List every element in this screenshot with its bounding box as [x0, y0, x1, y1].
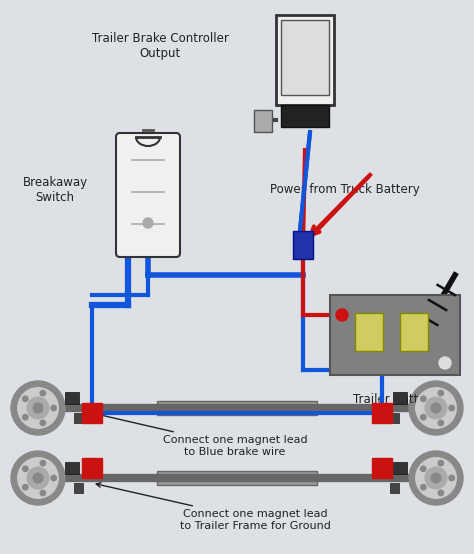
Bar: [393, 392, 407, 404]
Circle shape: [11, 381, 65, 435]
Circle shape: [439, 357, 451, 369]
Text: Breakaway
Switch: Breakaway Switch: [22, 176, 88, 204]
Circle shape: [40, 490, 46, 496]
Text: Connect one magnet lead
to Blue brake wire: Connect one magnet lead to Blue brake wi…: [96, 413, 307, 457]
Circle shape: [416, 388, 456, 428]
Bar: [157, 471, 317, 485]
Bar: [400, 313, 428, 351]
Bar: [82, 458, 102, 478]
Bar: [276, 15, 334, 105]
Circle shape: [23, 396, 28, 402]
Bar: [393, 462, 407, 474]
FancyBboxPatch shape: [116, 133, 180, 257]
Circle shape: [449, 406, 455, 411]
Circle shape: [409, 451, 463, 505]
Circle shape: [11, 451, 65, 505]
Circle shape: [438, 391, 444, 396]
Text: Connect one magnet lead
to Trailer Frame for Ground: Connect one magnet lead to Trailer Frame…: [96, 483, 330, 531]
Circle shape: [425, 467, 447, 489]
Text: Power from Truck Battery: Power from Truck Battery: [270, 183, 420, 197]
Circle shape: [23, 414, 28, 420]
Bar: [65, 462, 79, 474]
Bar: [157, 401, 317, 415]
Circle shape: [425, 397, 447, 419]
Circle shape: [449, 475, 455, 481]
Bar: [74, 413, 83, 423]
Bar: [281, 105, 329, 127]
Circle shape: [420, 414, 426, 420]
Bar: [390, 483, 399, 493]
Circle shape: [40, 460, 46, 466]
Circle shape: [18, 458, 58, 498]
Circle shape: [18, 388, 58, 428]
Circle shape: [51, 406, 56, 411]
Circle shape: [40, 420, 46, 425]
Bar: [330, 295, 460, 375]
Circle shape: [336, 309, 348, 321]
Bar: [372, 458, 392, 478]
Circle shape: [431, 473, 441, 483]
Circle shape: [33, 403, 43, 413]
Bar: [82, 403, 102, 423]
Bar: [65, 392, 79, 404]
Circle shape: [23, 466, 28, 471]
Circle shape: [438, 460, 444, 466]
Bar: [254, 110, 272, 132]
Circle shape: [416, 458, 456, 498]
Circle shape: [420, 485, 426, 490]
Circle shape: [27, 397, 49, 419]
Circle shape: [420, 396, 426, 402]
Circle shape: [438, 420, 444, 425]
Bar: [390, 413, 399, 423]
Circle shape: [23, 485, 28, 490]
Circle shape: [420, 466, 426, 471]
Text: Trailer Battery: Trailer Battery: [353, 393, 438, 406]
Bar: [74, 483, 83, 493]
Circle shape: [409, 381, 463, 435]
Text: Trailer Brake Controller
Output: Trailer Brake Controller Output: [91, 32, 228, 60]
Circle shape: [143, 218, 153, 228]
Circle shape: [27, 467, 49, 489]
Bar: [372, 403, 392, 423]
Bar: [293, 231, 313, 259]
Bar: [281, 20, 329, 95]
Circle shape: [431, 403, 441, 413]
Circle shape: [40, 391, 46, 396]
Circle shape: [438, 490, 444, 496]
Circle shape: [33, 473, 43, 483]
Circle shape: [51, 475, 56, 481]
Bar: [355, 313, 383, 351]
